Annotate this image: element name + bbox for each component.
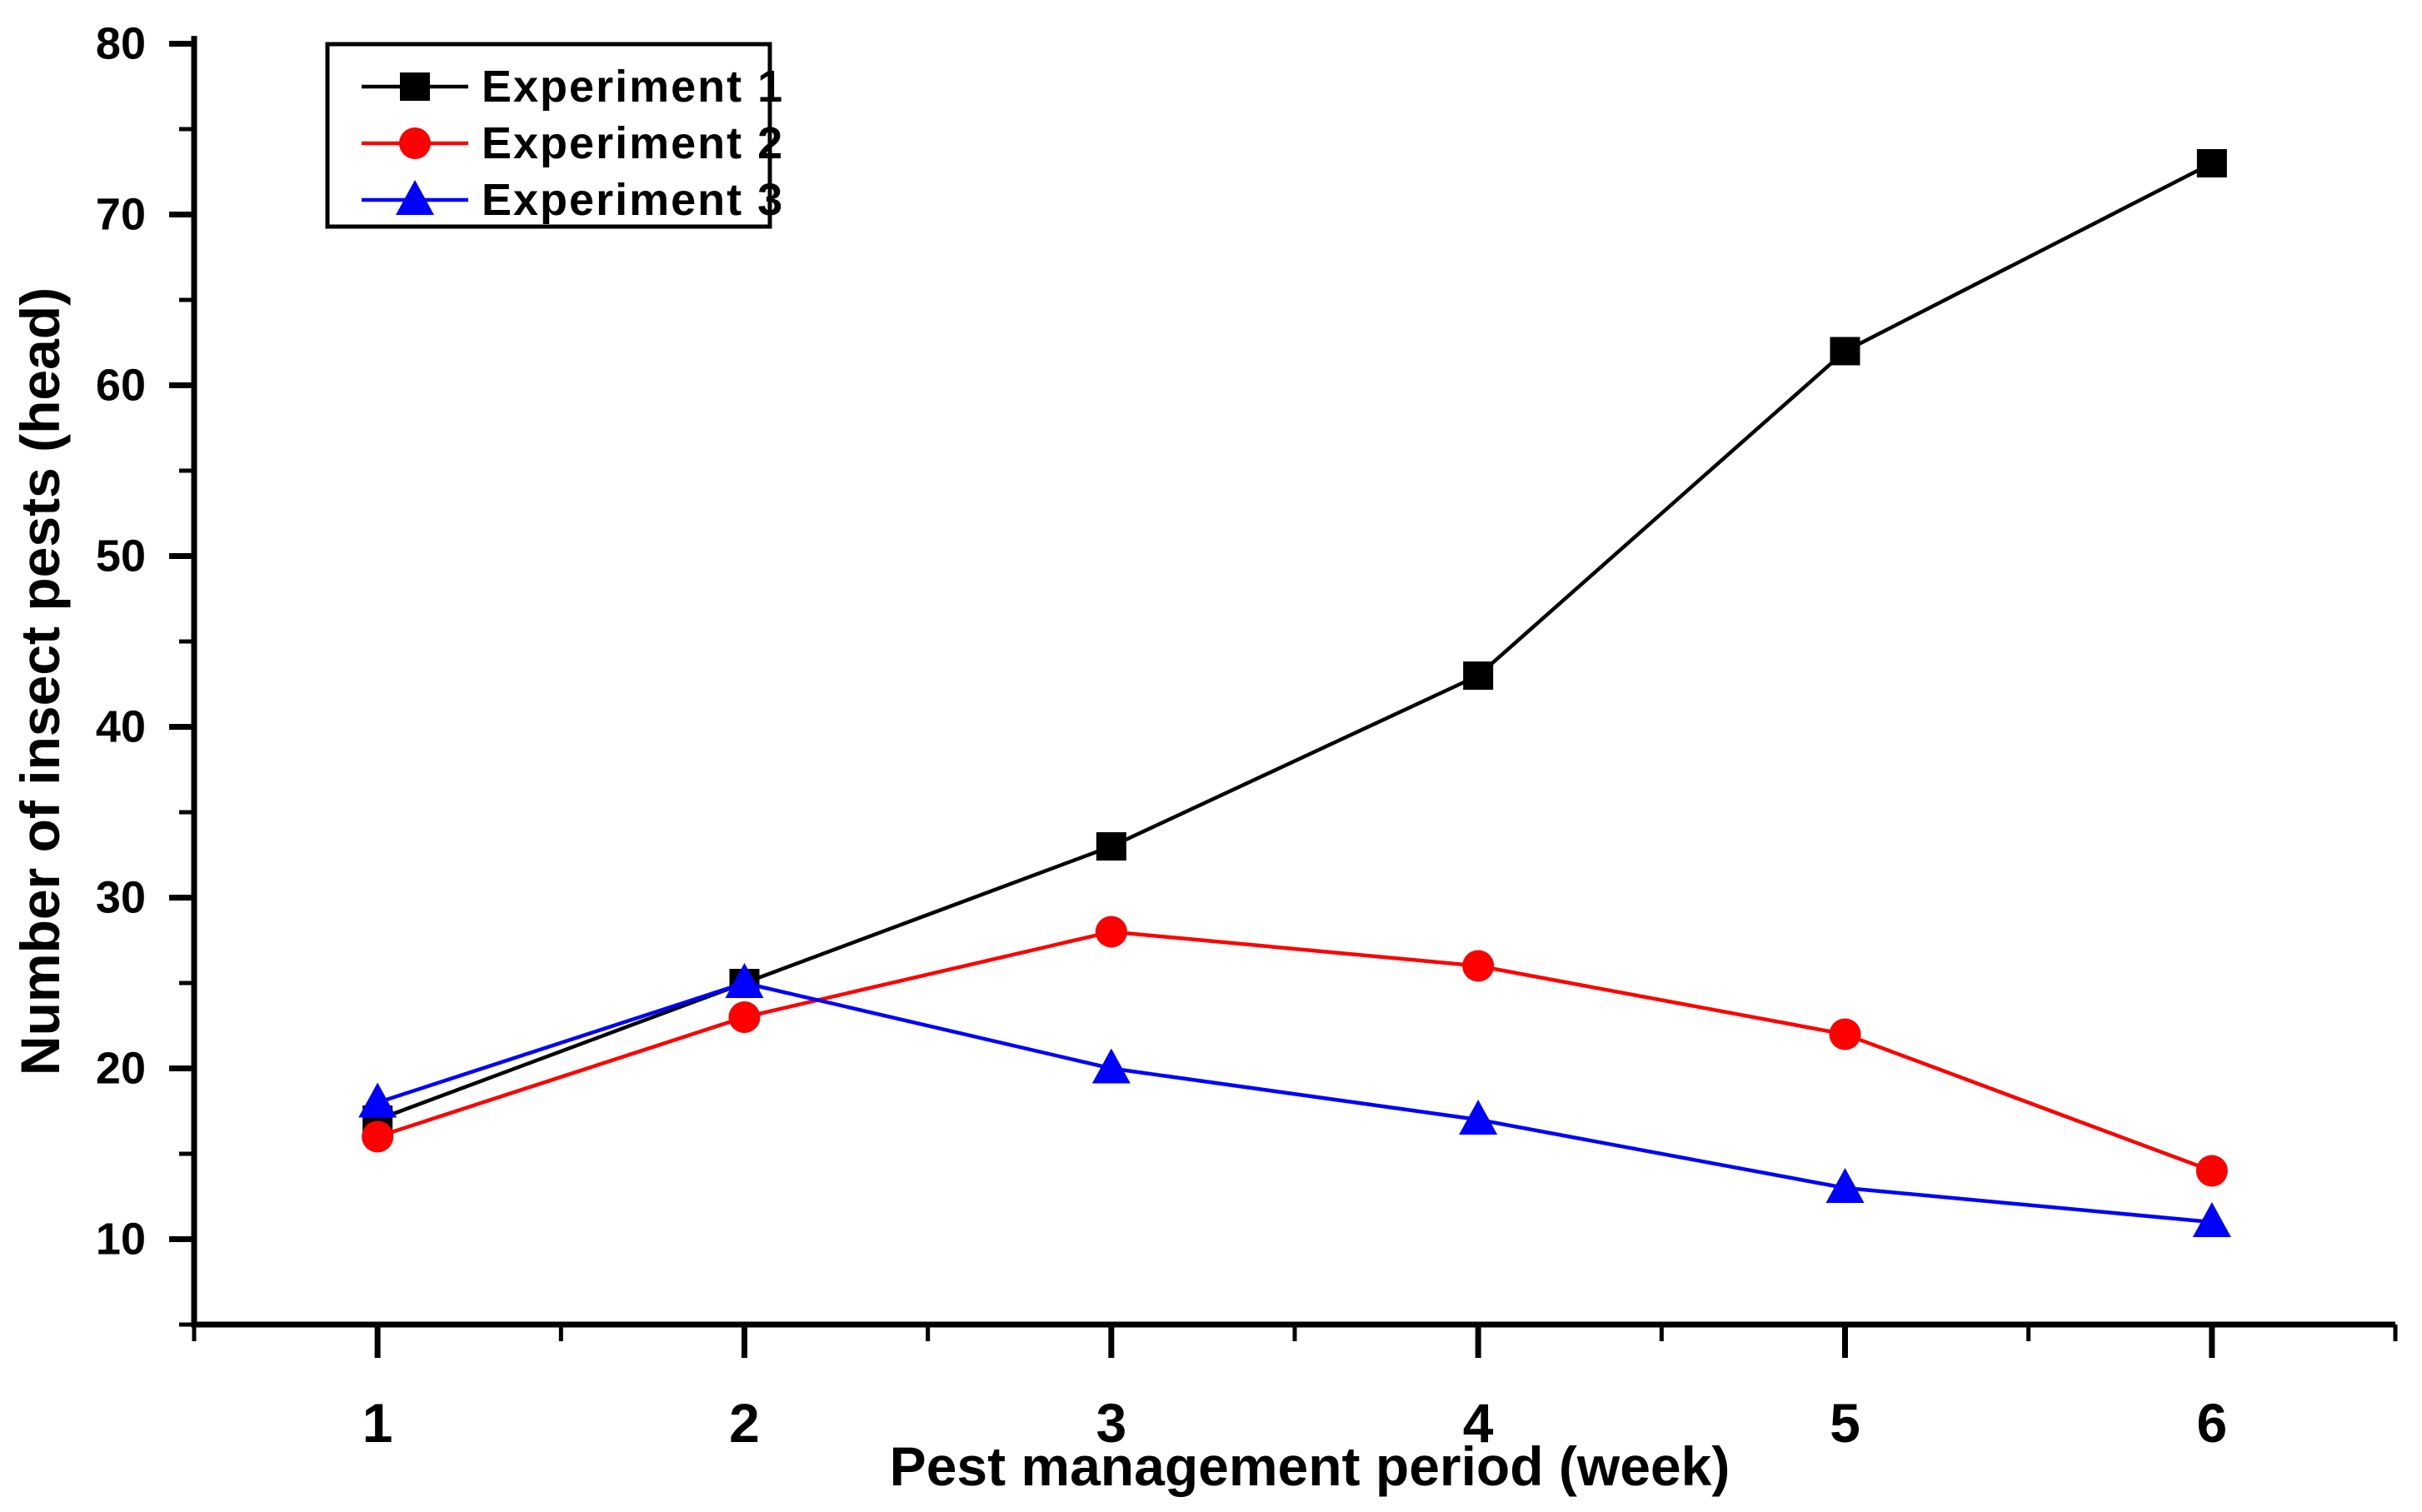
legend-square-marker [400, 72, 430, 101]
y-tick-label: 40 [96, 702, 146, 752]
y-tick-label: 70 [96, 190, 146, 240]
series-line [377, 161, 2213, 1122]
legend-item: Experiment 1 [362, 62, 784, 112]
y-tick-label: 20 [96, 1044, 146, 1094]
triangle-marker [725, 963, 764, 998]
x-axis-ticks: 1 2 3 4 5 6 [192, 1325, 2398, 1454]
y-axis-ticks: 10 20 30 40 50 60 70 80 [96, 19, 194, 1327]
square-marker [1096, 832, 1126, 861]
circle-marker [362, 1120, 394, 1153]
circle-marker [1462, 950, 1495, 982]
y-tick-label: 50 [96, 531, 146, 581]
y-tick-label: 10 [96, 1215, 146, 1265]
square-marker [1463, 661, 1494, 690]
legend-item: Experiment 2 [362, 118, 784, 168]
x-tick-label: 1 [362, 1392, 393, 1454]
legend-label: Experiment 2 [482, 118, 784, 168]
circle-marker [2195, 1155, 2228, 1187]
series-line [377, 930, 2213, 1173]
triangle-marker [1459, 1100, 1498, 1135]
legend-label: Experiment 3 [482, 175, 784, 225]
y-tick-label: 80 [96, 19, 146, 69]
legend-triangle-marker [396, 180, 434, 215]
circle-marker [728, 1001, 761, 1033]
x-tick-label: 3 [1096, 1392, 1126, 1454]
square-marker [2196, 149, 2227, 177]
x-tick-label: 6 [2196, 1392, 2227, 1454]
triangle-marker [2192, 1202, 2231, 1237]
series-experiment-2 [362, 916, 2228, 1187]
axes [191, 36, 2395, 1328]
square-marker [1830, 337, 1860, 366]
legend-item: Experiment 3 [362, 175, 784, 225]
axis-titles: Pest management period (week) Number of i… [9, 287, 1730, 1497]
triangle-marker [1825, 1168, 1865, 1203]
x-tick-label: 5 [1830, 1392, 1860, 1454]
legend-circle-marker [399, 127, 431, 159]
legend: Experiment 1 Experiment 2 Experiment 3 [325, 42, 784, 229]
y-axis-title: Number of insect pests (head) [9, 287, 71, 1075]
circle-marker [1829, 1018, 1861, 1050]
y-tick-label: 30 [96, 873, 146, 923]
series-experiment-3 [358, 963, 2231, 1237]
triangle-marker [1091, 1048, 1131, 1084]
circle-marker [1095, 916, 1127, 948]
series-experiment-1 [362, 149, 2227, 1134]
series-line [377, 981, 2213, 1225]
x-tick-label: 4 [1463, 1392, 1494, 1454]
legend-label: Experiment 1 [482, 62, 784, 112]
triangle-marker [358, 1082, 397, 1118]
x-axis-title: Pest management period (week) [890, 1435, 1730, 1497]
y-tick-label: 60 [96, 361, 146, 411]
x-tick-label: 2 [729, 1392, 760, 1454]
